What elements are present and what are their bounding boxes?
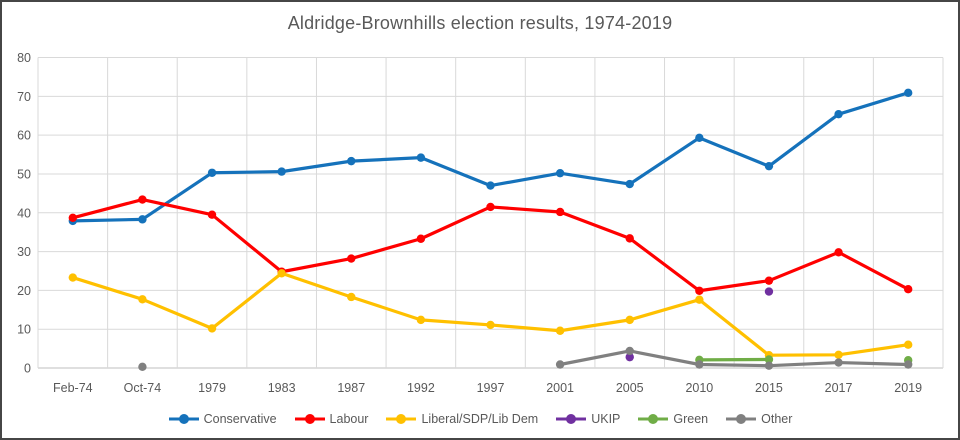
point-other-2001	[555, 360, 565, 369]
series-line-liberal-sdp-lib-dem	[71, 271, 910, 357]
point-ukip-2015	[764, 287, 774, 296]
legend-item-labour: Labour	[294, 412, 369, 426]
point-labour-2017	[834, 248, 843, 257]
x-axis-label-1979: 1979	[198, 381, 226, 395]
point-labour-2015	[764, 276, 774, 285]
point-liberal-sdp-lib-dem-oct-74	[138, 295, 147, 304]
point-other-2017	[834, 358, 843, 367]
point-conservative-2017	[834, 109, 843, 119]
point-labour-2010	[695, 286, 704, 295]
legend-marker-icon	[386, 414, 417, 424]
point-other-2010	[695, 360, 704, 369]
legend-label-liberal-sdp-lib-dem: Liberal/SDP/Lib Dem	[421, 412, 539, 426]
series-labour	[68, 195, 913, 295]
point-liberal-sdp-lib-dem-1987	[347, 292, 356, 302]
legend-label-labour: Labour	[329, 412, 369, 426]
legend-item-other: Other	[725, 412, 792, 426]
point-conservative-2015	[764, 161, 774, 171]
point-other-oct-74	[138, 362, 147, 372]
point-labour-1997	[486, 202, 495, 212]
legend-item-green: Green	[637, 412, 708, 426]
x-axis-label-2015: 2015	[755, 381, 783, 395]
legend-marker-icon	[556, 414, 587, 424]
chart-title: Aldridge-Brownhills election results, 19…	[287, 13, 673, 33]
point-conservative-2005	[625, 179, 634, 189]
y-axis-tick-label-0: 0	[24, 362, 31, 376]
point-liberal-sdp-lib-dem-2017	[834, 350, 843, 360]
x-axis-label-2001: 2001	[546, 381, 574, 395]
legend-label-conservative: Conservative	[203, 412, 277, 426]
x-axis-label-2017: 2017	[825, 381, 853, 395]
legend: Conservative Labour Liberal/SDP/Lib Dem UKI…	[2, 406, 958, 432]
point-labour-feb-74	[68, 213, 78, 222]
x-axis-label-1987: 1987	[337, 381, 365, 395]
legend-marker-icon	[638, 414, 669, 424]
legend-label-ukip: UKIP	[591, 412, 621, 426]
point-conservative-1987	[347, 156, 356, 166]
legend-item-liberal-sdp-lib-dem: Liberal/SDP/Lib Dem	[385, 412, 538, 426]
y-axis-tick-label-50: 50	[17, 167, 31, 181]
point-conservative-1992	[416, 153, 426, 162]
x-axis-label-1992: 1992	[407, 381, 435, 395]
point-labour-1987	[347, 254, 356, 263]
series-line-conservative	[71, 91, 910, 223]
point-other-2015	[764, 361, 774, 370]
point-liberal-sdp-lib-dem-1979	[207, 324, 217, 333]
series-liberal-sdp-lib-dem	[68, 269, 913, 360]
y-axis-tick-label-70: 70	[17, 90, 31, 104]
point-liberal-sdp-lib-dem-2005	[625, 315, 634, 325]
point-liberal-sdp-lib-dem-1997	[486, 320, 495, 330]
point-other-2005	[625, 346, 634, 356]
plot-area: 0 10 20 30 40 50 60 70 80 Feb-74 Oct-74 1979 1983 198…	[17, 51, 944, 395]
point-labour-1992	[416, 234, 426, 243]
legend-marker-icon	[168, 414, 199, 424]
x-axis-label-2005: 2005	[616, 381, 644, 395]
point-labour-2019	[903, 285, 913, 294]
point-liberal-sdp-lib-dem-1983	[277, 269, 286, 278]
point-conservative-2001	[555, 168, 565, 178]
legend-item-conservative: Conservative	[168, 412, 277, 426]
point-labour-1979	[207, 210, 217, 219]
x-axis-label-2019: 2019	[894, 381, 922, 395]
series-line-other	[558, 349, 910, 368]
point-conservative-oct-74	[138, 215, 147, 224]
y-axis-tick-label-30: 30	[17, 245, 31, 259]
x-axis-label-1983: 1983	[268, 381, 296, 395]
point-liberal-sdp-lib-dem-2010	[695, 295, 704, 304]
series-other	[138, 346, 913, 372]
legend-marker-icon	[726, 414, 757, 424]
y-axis-tick-label-20: 20	[17, 284, 31, 298]
series-ukip	[625, 287, 774, 362]
point-labour-oct-74	[138, 195, 147, 204]
x-axis-label-2010: 2010	[685, 381, 713, 395]
point-other-2019	[903, 360, 913, 369]
y-axis-tick-label-60: 60	[17, 129, 31, 143]
point-liberal-sdp-lib-dem-2001	[555, 326, 565, 335]
y-axis-tick-label-10: 10	[17, 323, 31, 337]
point-conservative-1979	[207, 168, 217, 177]
point-green-2015	[764, 355, 774, 364]
x-axis-label-feb-74: Feb-74	[53, 381, 93, 395]
point-ukip-2005	[625, 352, 634, 362]
x-axis-label-oct-74: Oct-74	[124, 381, 162, 395]
point-conservative-1983	[277, 167, 286, 176]
point-liberal-sdp-lib-dem-2019	[903, 340, 913, 349]
legend-label-green: Green	[673, 412, 709, 426]
point-labour-2005	[625, 234, 634, 243]
x-axis-label-1997: 1997	[477, 381, 505, 395]
y-axis-tick-label-80: 80	[17, 51, 31, 65]
point-conservative-2019	[903, 88, 913, 98]
point-conservative-2010	[695, 133, 704, 143]
gridlines	[37, 57, 944, 369]
legend-marker-icon	[294, 414, 325, 424]
legend-label-other: Other	[761, 412, 793, 426]
point-liberal-sdp-lib-dem-feb-74	[68, 273, 78, 282]
point-labour-2001	[555, 207, 565, 217]
y-axis-tick-label-40: 40	[17, 206, 31, 220]
legend-item-ukip: UKIP	[555, 412, 620, 426]
point-conservative-1997	[486, 181, 495, 190]
point-liberal-sdp-lib-dem-1992	[416, 315, 426, 325]
series-conservative	[68, 88, 913, 226]
